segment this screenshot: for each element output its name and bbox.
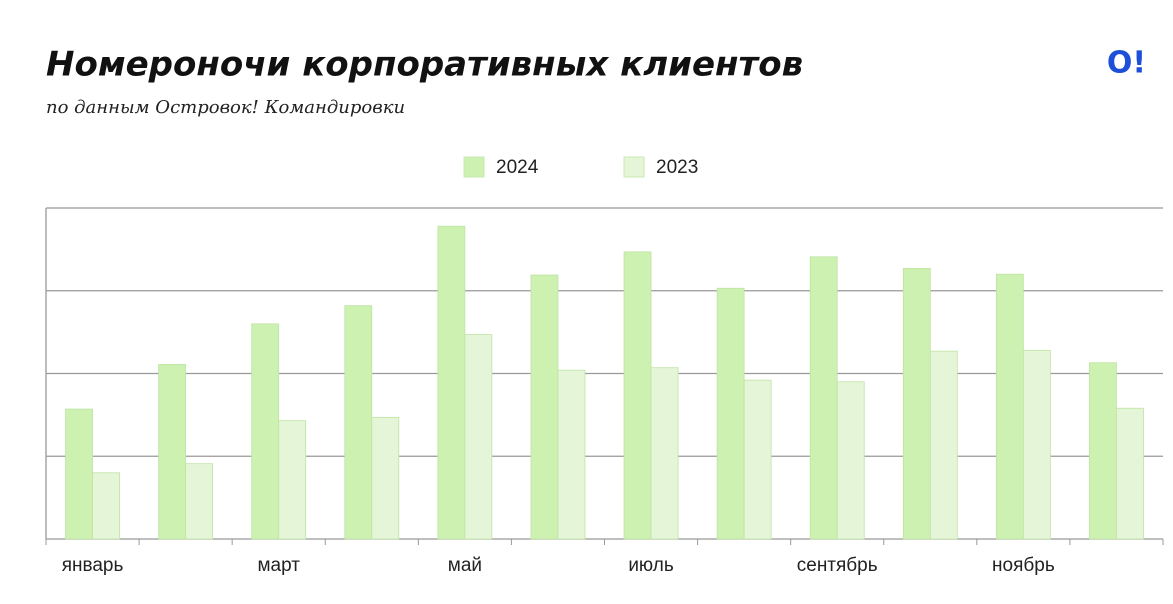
bar [464,334,493,540]
bar [185,463,214,540]
chart-title: Номероночи корпоративных клиентов [46,45,803,85]
bar [1116,407,1144,540]
bar [371,416,400,540]
bar [158,363,187,540]
x-tick-label: ноябрь [992,555,1055,576]
bar [743,379,772,540]
x-tick-label: сентябрь [797,555,878,576]
bar [836,381,865,540]
legend-label: 2023 [656,157,698,178]
bar [251,323,280,540]
bar [344,305,373,540]
legend-swatch [623,156,645,178]
bar [92,472,120,540]
bar [716,287,745,540]
logo: O! [1107,46,1146,81]
bar [809,256,838,540]
x-tick-label: июль [628,555,674,576]
bar [1022,349,1051,540]
bar [530,274,559,540]
bar [437,225,466,540]
x-tick-label: январь [62,555,124,576]
bar [650,367,679,540]
chart-subtitle: по данным Островок! Командировки [46,97,405,118]
x-tick-label: май [448,555,482,576]
bar [995,273,1024,540]
legend-swatch [463,156,485,178]
x-tick-label: март [257,555,300,576]
bar [1089,362,1117,540]
bar [929,350,958,540]
bar [623,251,652,540]
bar [65,408,93,540]
bar [278,420,307,540]
bar [557,369,586,540]
legend-label: 2024 [496,157,539,178]
bar [902,268,931,540]
